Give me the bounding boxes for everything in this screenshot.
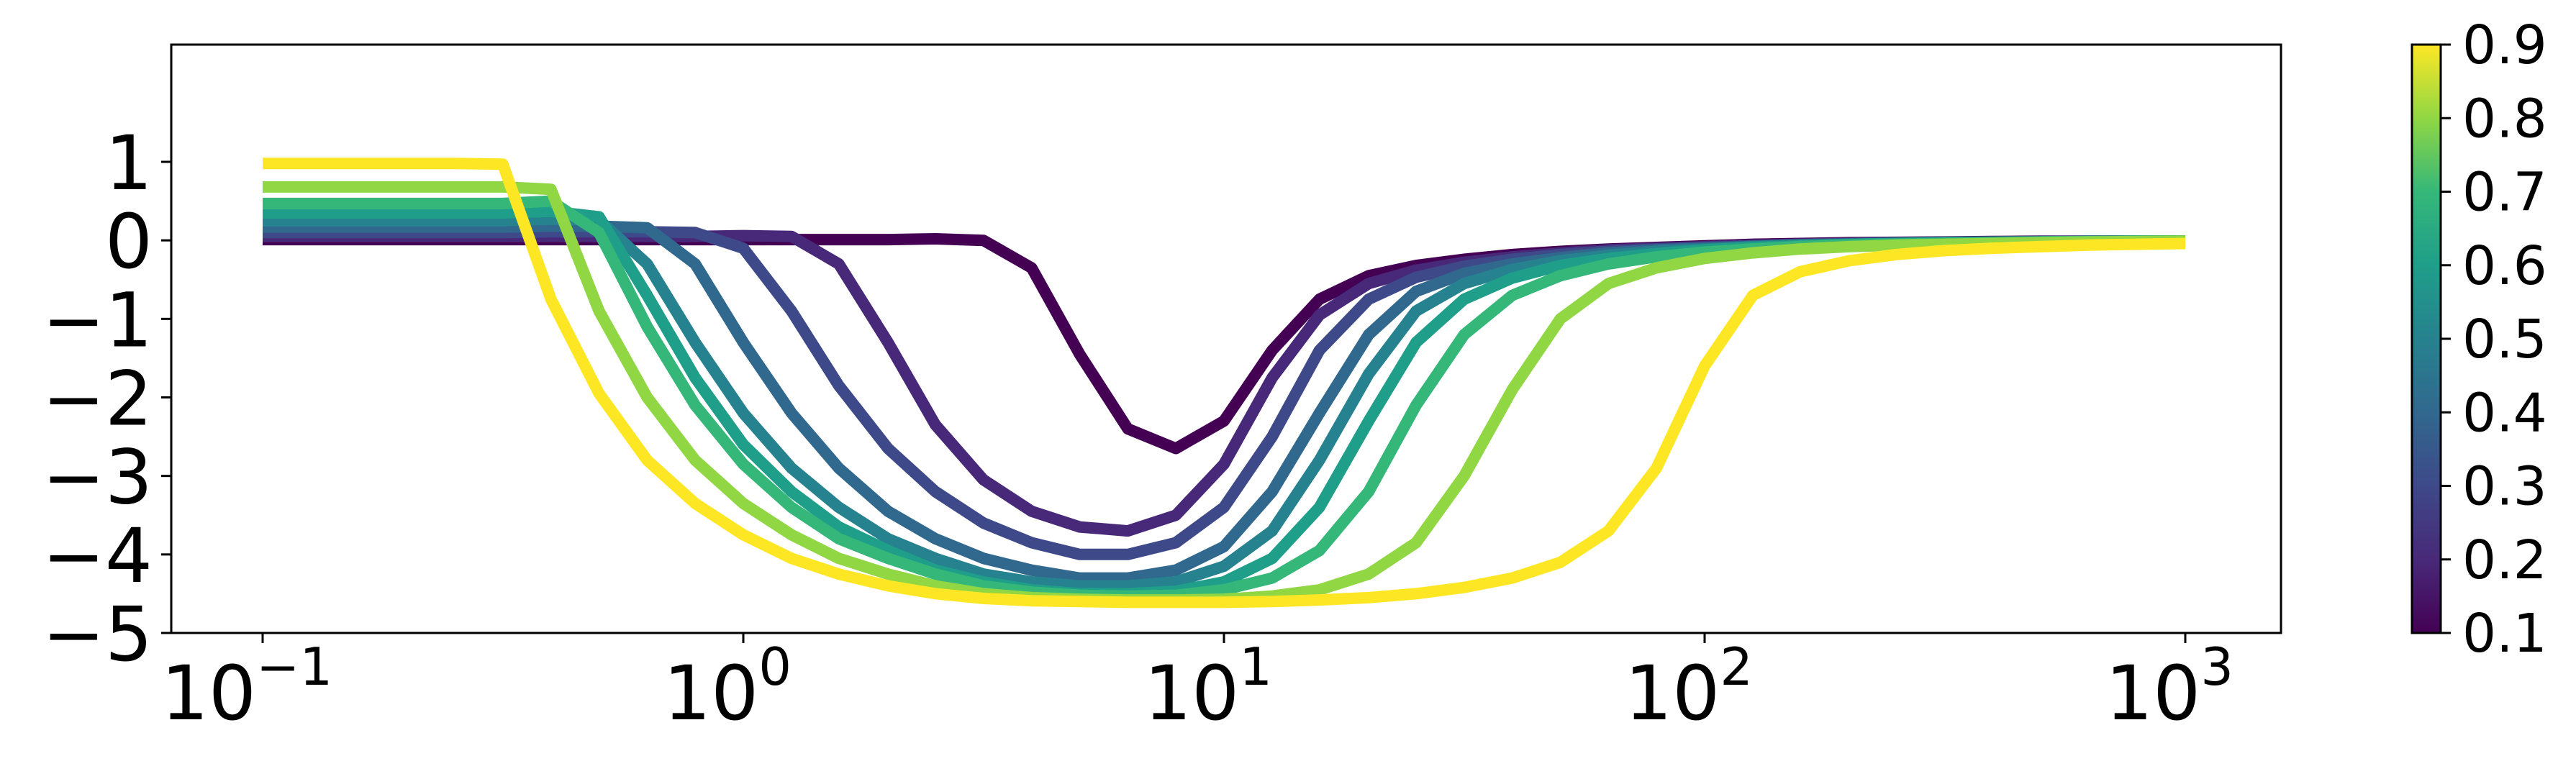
- x-tick-label: 100: [663, 637, 792, 737]
- colorbar-tick-label: 0.5: [2462, 309, 2547, 370]
- colorbar-tick-label: 0.9: [2462, 14, 2547, 76]
- x-tick-label: 101: [1144, 637, 1272, 737]
- colorbar-tick-label: 0.6: [2462, 235, 2547, 297]
- y-tick-label: −4: [42, 512, 153, 600]
- series-line-0-4: [263, 220, 2185, 584]
- y-axis: 10−1−2−3−4−5: [42, 119, 171, 678]
- series-line-0-1: [263, 233, 2185, 455]
- series-line-0-6: [263, 205, 2185, 600]
- y-tick-label: 1: [105, 119, 153, 207]
- colorbar-tick-label: 0.1: [2462, 603, 2547, 665]
- y-tick-label: −1: [42, 276, 153, 364]
- series-line-0-5: [263, 213, 2185, 592]
- series-line-0-2: [263, 229, 2185, 537]
- colorbar-tick-label: 0.4: [2462, 382, 2547, 444]
- series-line-0-3: [263, 226, 2185, 560]
- colorbar-tick-label: 0.3: [2462, 456, 2547, 518]
- y-tick-label: 0: [105, 198, 153, 286]
- colorbar-ticks: 0.1 0.2 0.3 0.4 0.5 0.6 0.7 0.8 0.9: [2441, 14, 2547, 665]
- series-line-0-7: [263, 195, 2185, 602]
- x-tick-label: 10−1: [161, 637, 332, 737]
- x-axis: 10−1 100 101 102 103: [161, 633, 2233, 737]
- x-tick-label: 103: [2105, 637, 2233, 737]
- y-tick-label: −3: [42, 434, 153, 521]
- x-tick-label: 102: [1625, 637, 1753, 737]
- colorbar-tick-label: 0.7: [2462, 162, 2547, 224]
- colorbar: 0.1 0.2 0.3 0.4 0.5 0.6 0.7 0.8 0.9: [2411, 14, 2547, 665]
- y-tick-label: −5: [42, 591, 153, 678]
- plot-frame: [170, 43, 2282, 634]
- colorbar-gradient: [2411, 43, 2442, 634]
- colorbar-tick-label: 0.8: [2462, 88, 2547, 150]
- colorbar-tick-label: 0.2: [2462, 529, 2547, 591]
- y-tick-label: −2: [42, 355, 153, 443]
- series-layer: [263, 158, 2186, 609]
- series-line-0-9: [263, 158, 2186, 609]
